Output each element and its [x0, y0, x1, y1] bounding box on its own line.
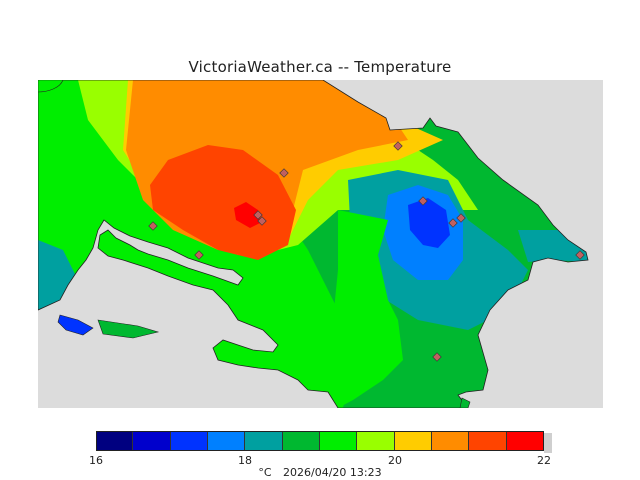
legend-tick: 20 [388, 454, 402, 467]
station-marker[interactable] [279, 168, 289, 178]
station-marker[interactable] [148, 221, 158, 231]
island [459, 397, 471, 408]
legend-unit: °C [258, 466, 272, 479]
temperature-map[interactable] [38, 80, 603, 408]
legend-tick: 16 [89, 454, 103, 467]
station-marker[interactable] [253, 210, 263, 220]
island [97, 319, 160, 339]
island [38, 80, 64, 93]
station-marker[interactable] [432, 352, 442, 362]
station-marker[interactable] [418, 196, 428, 206]
legend-color-swatch [245, 431, 283, 451]
station-marker[interactable] [194, 250, 204, 260]
color-scale-legend [96, 431, 552, 451]
weather-stations [148, 141, 585, 362]
station-marker[interactable] [575, 250, 585, 260]
station-marker[interactable] [448, 218, 458, 228]
legend-shadow [544, 433, 552, 453]
map-title: VictoriaWeather.ca -- Temperature [188, 58, 452, 76]
legend-color-swatch [394, 431, 432, 451]
temperature-contour-map [38, 80, 603, 408]
legend-color-swatch [282, 431, 320, 451]
legend-color-swatch [133, 431, 171, 451]
legend-tick: 18 [238, 454, 252, 467]
legend-caption: °C 2026/04/20 13:23 [0, 466, 640, 479]
legend-color-swatch [357, 431, 395, 451]
legend-color-swatch [96, 431, 134, 451]
legend-color-swatch [432, 431, 470, 451]
legend-color-swatch [320, 431, 358, 451]
coastline [38, 80, 589, 408]
legend-color-swatch [469, 431, 507, 451]
legend-color-swatch [208, 431, 246, 451]
legend-color-swatch [170, 431, 208, 451]
station-marker[interactable] [393, 141, 403, 151]
island [57, 314, 94, 336]
legend-color-swatch [506, 431, 544, 451]
station-marker[interactable] [257, 216, 267, 226]
legend-tick: 22 [537, 454, 551, 467]
station-marker[interactable] [456, 213, 466, 223]
legend-timestamp: 2026/04/20 13:23 [283, 466, 382, 479]
